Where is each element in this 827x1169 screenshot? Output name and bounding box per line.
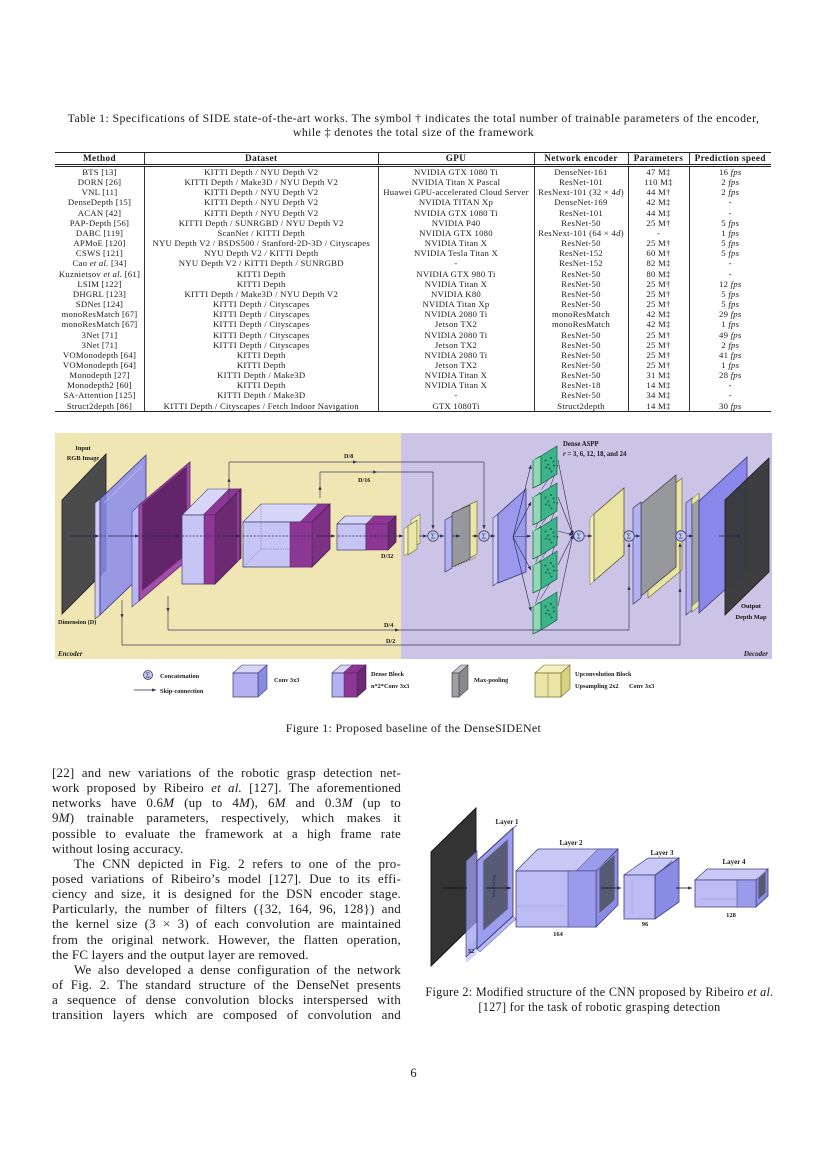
svg-text:n*2*Conv 3x3: n*2*Conv 3x3 bbox=[371, 683, 409, 690]
svg-text:D/8: D/8 bbox=[344, 453, 353, 460]
svg-text:Σ: Σ bbox=[679, 532, 684, 541]
svg-text:Output: Output bbox=[741, 603, 762, 610]
svg-text:32: 32 bbox=[468, 948, 475, 955]
svg-text:D/32: D/32 bbox=[381, 553, 393, 560]
svg-text:Depth Map: Depth Map bbox=[735, 614, 767, 621]
svg-text:Conv 3x3: Conv 3x3 bbox=[274, 677, 299, 684]
svg-text:Max-pooling: Max-pooling bbox=[474, 677, 509, 684]
svg-text:Concatenation: Concatenation bbox=[160, 673, 200, 680]
svg-text:Conv 3x3: Conv 3x3 bbox=[629, 683, 654, 690]
svg-text:Σ: Σ bbox=[482, 532, 487, 541]
svg-text:128: 128 bbox=[726, 912, 737, 919]
svg-text:96: 96 bbox=[642, 921, 649, 928]
svg-text:Dimension (D): Dimension (D) bbox=[58, 619, 96, 626]
svg-text:r = 3, 6, 12, 18, and 24: r = 3, 6, 12, 18, and 24 bbox=[563, 451, 627, 458]
svg-text:D/4: D/4 bbox=[384, 622, 393, 629]
svg-text:Dense Block: Dense Block bbox=[371, 671, 405, 678]
svg-text:Upconvolution Block: Upconvolution Block bbox=[575, 671, 632, 678]
svg-text:Decoder: Decoder bbox=[743, 650, 768, 658]
svg-text:MaxPooling: MaxPooling bbox=[491, 874, 496, 897]
svg-text:164: 164 bbox=[553, 931, 564, 938]
svg-text:D/2: D/2 bbox=[386, 638, 395, 645]
svg-text:Layer 1: Layer 1 bbox=[495, 818, 519, 826]
svg-text:Layer 4: Layer 4 bbox=[722, 858, 746, 866]
svg-text:Input: Input bbox=[75, 445, 91, 452]
svg-text:Skip-connection: Skip-connection bbox=[160, 688, 204, 695]
svg-text:Layer 2: Layer 2 bbox=[559, 839, 583, 847]
svg-text:Σ: Σ bbox=[577, 532, 582, 541]
svg-text:Σ: Σ bbox=[146, 671, 151, 680]
svg-text:Layer 3: Layer 3 bbox=[650, 849, 674, 857]
svg-text:Dense ASPP: Dense ASPP bbox=[563, 441, 599, 448]
svg-text:Upsampling 2x2: Upsampling 2x2 bbox=[575, 683, 619, 690]
svg-text:Σ: Σ bbox=[431, 532, 436, 541]
svg-text:Σ: Σ bbox=[627, 532, 632, 541]
svg-text:D/16: D/16 bbox=[358, 477, 370, 484]
svg-text:Encoder: Encoder bbox=[57, 650, 83, 658]
svg-text:RGB Image: RGB Image bbox=[67, 455, 100, 462]
